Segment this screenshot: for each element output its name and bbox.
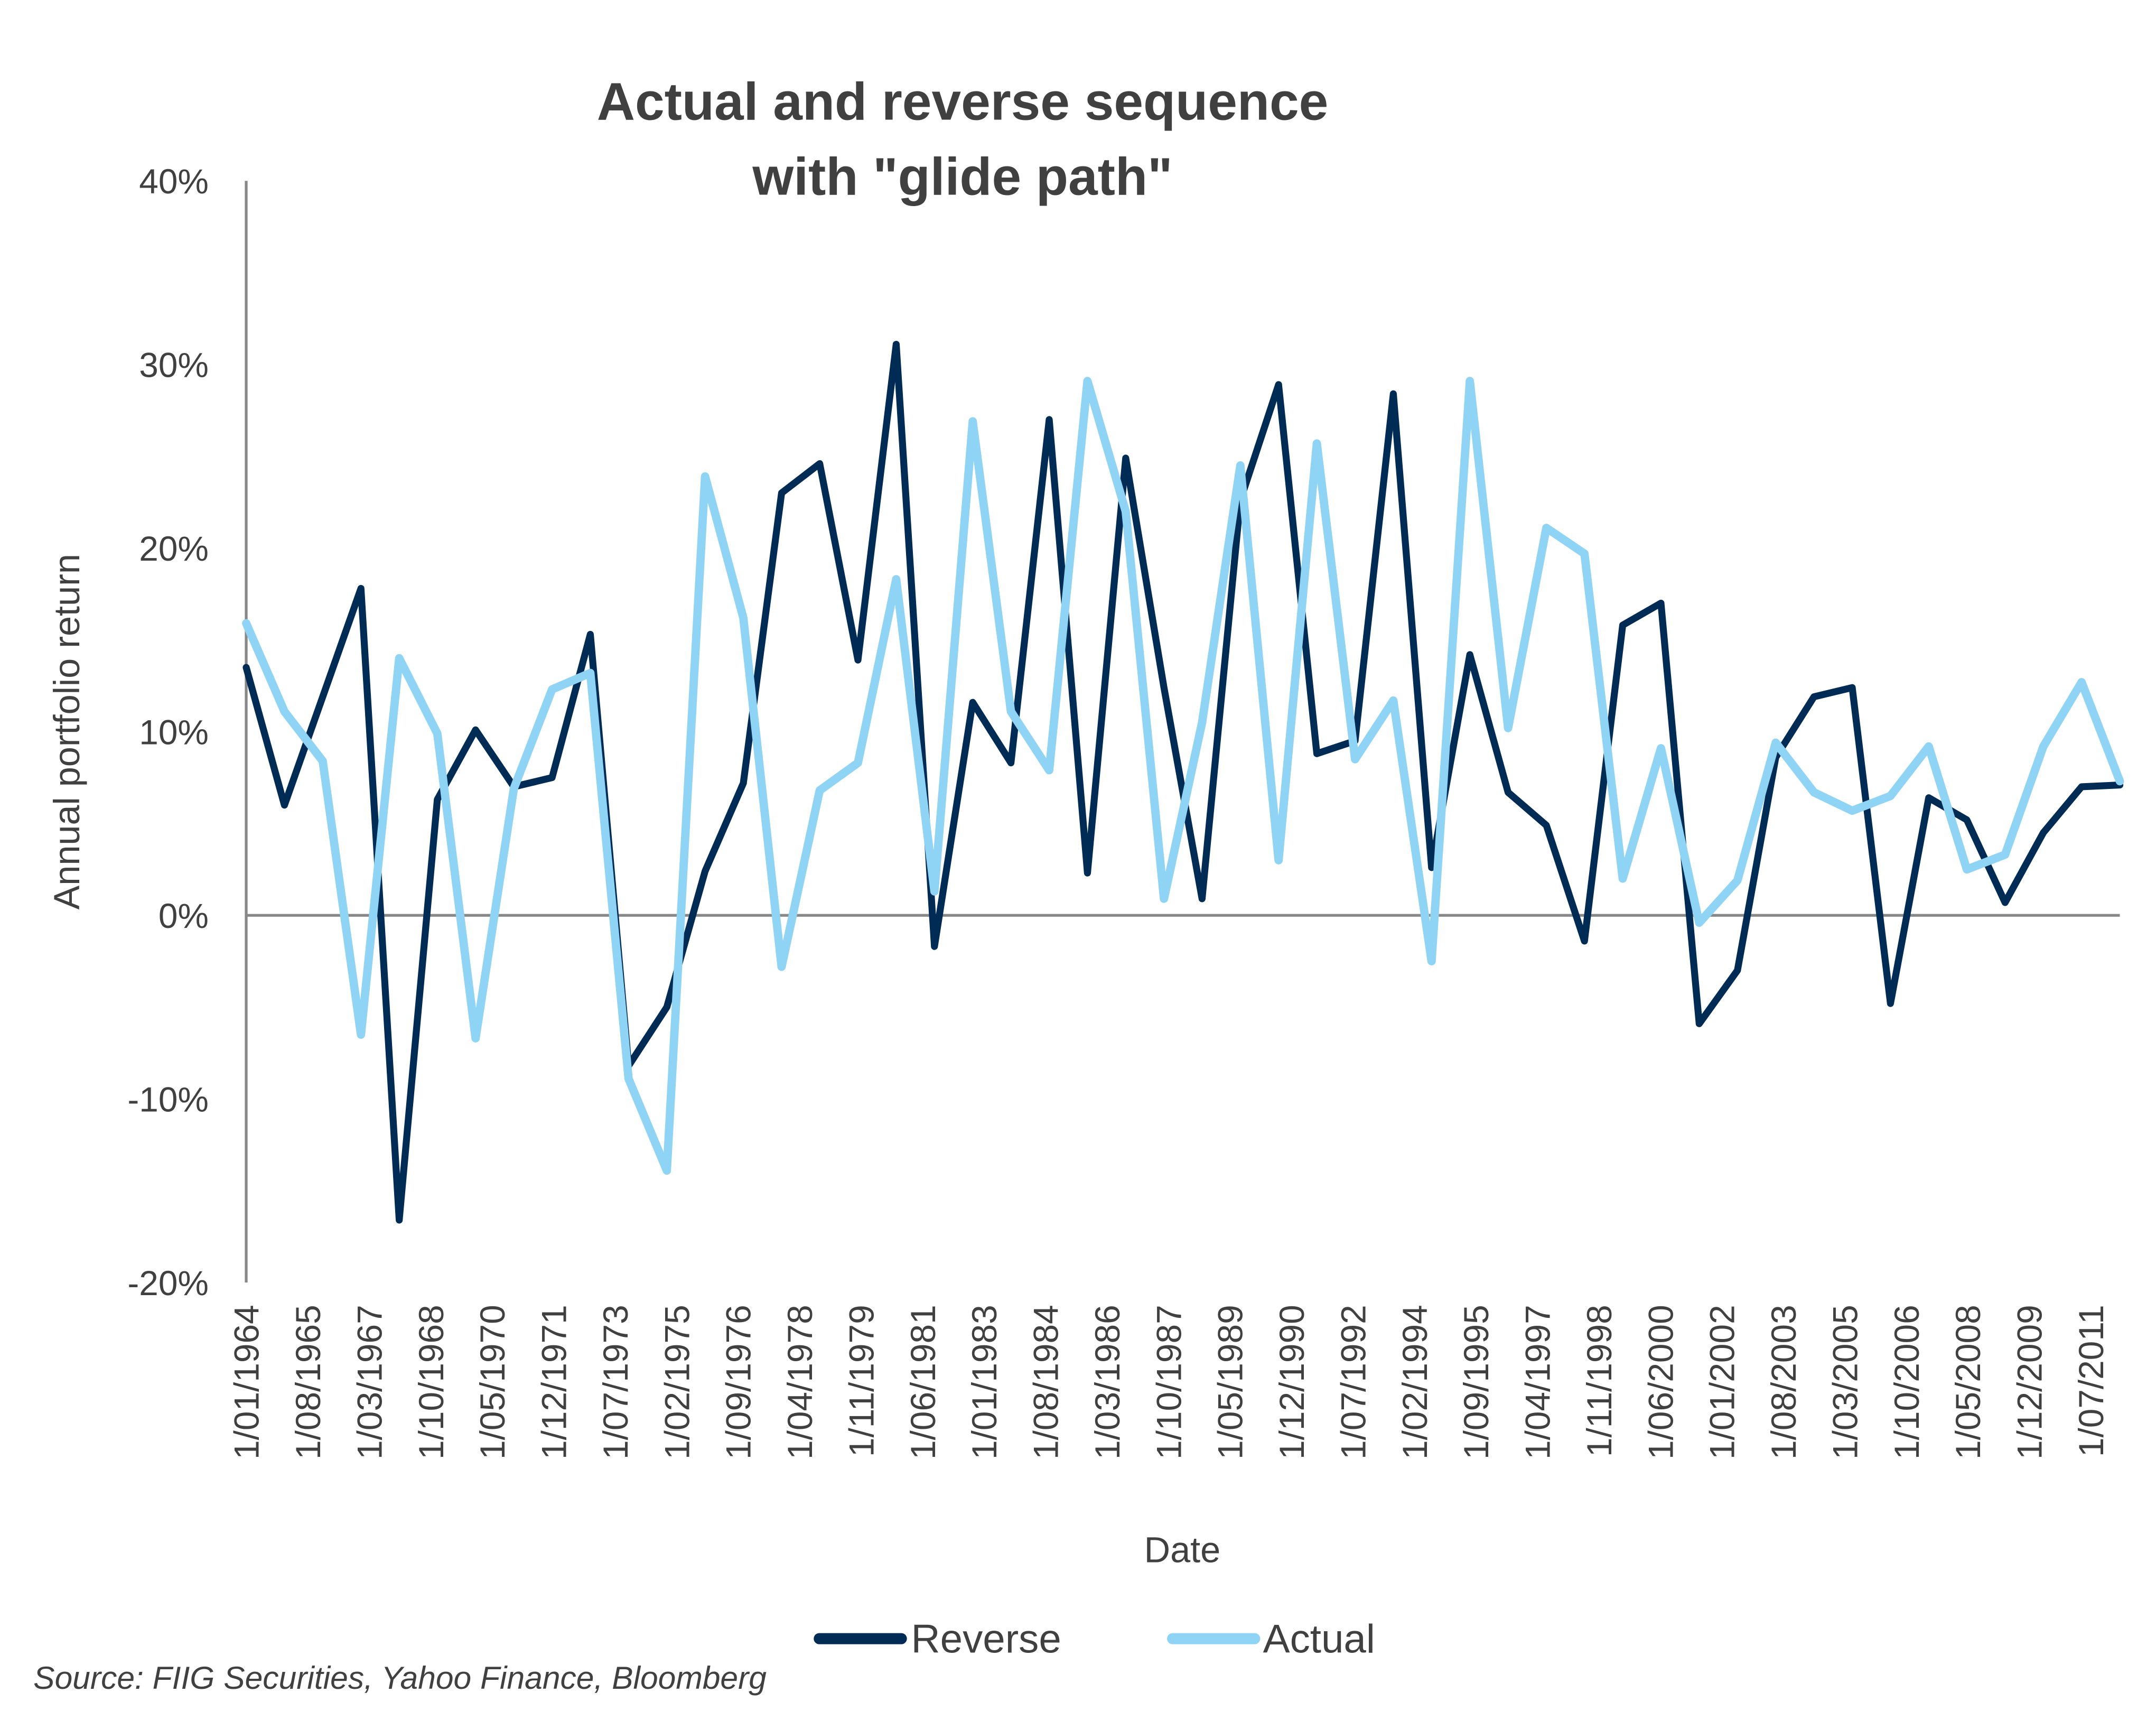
- x-tick-label: 1/09/1976: [719, 1305, 758, 1459]
- x-tick-label: 1/04/1978: [780, 1305, 819, 1459]
- y-tick-label: 30%: [139, 345, 209, 384]
- x-tick-label: 1/12/1990: [1272, 1305, 1311, 1459]
- x-tick-label: 1/05/1989: [1211, 1305, 1250, 1459]
- x-tick-label: 1/07/1973: [596, 1305, 635, 1459]
- y-tick-label: 10%: [139, 712, 209, 751]
- x-tick-label: 1/10/1968: [412, 1305, 451, 1459]
- x-tick-label: 1/12/2009: [2010, 1305, 2049, 1459]
- x-tick-label: 1/01/2002: [1703, 1305, 1742, 1459]
- x-tick-label: 1/11/1998: [1580, 1305, 1619, 1457]
- y-axis-title: Annual portfolio return: [46, 554, 87, 909]
- x-tick-label: 1/02/1994: [1395, 1305, 1434, 1459]
- chart-title-line-1: Actual and reverse sequence: [597, 72, 1329, 131]
- x-tick-label: 1/01/1964: [227, 1305, 266, 1459]
- legend-label-reverse: Reverse: [911, 1616, 1061, 1661]
- series-layer: [242, 340, 2124, 1224]
- x-tick-label: 1/08/1965: [288, 1305, 328, 1459]
- x-tick-label: 1/03/2005: [1825, 1305, 1864, 1459]
- x-tick-label: 1/04/1997: [1518, 1305, 1557, 1459]
- x-tick-label: 1/03/1967: [350, 1305, 389, 1459]
- legend-label-actual: Actual: [1263, 1616, 1375, 1661]
- y-tick-label: -20%: [127, 1263, 209, 1303]
- x-tick-label: 1/08/2003: [1764, 1305, 1803, 1459]
- x-axis-title: Date: [1144, 1529, 1221, 1570]
- y-tick-label: 0%: [158, 896, 209, 935]
- chart-title-line-2: with "glide path": [752, 147, 1172, 207]
- x-tick-label: 1/05/1970: [473, 1305, 512, 1459]
- x-tick-label: 1/09/1995: [1457, 1305, 1496, 1459]
- y-axis-ticks: 40% 30% 20% 10% 0% -10% -20%: [127, 162, 209, 1303]
- x-tick-label: 1/12/1971: [535, 1305, 574, 1459]
- x-tick-label: 1/10/2006: [1887, 1305, 1926, 1459]
- x-tick-label: 1/07/1992: [1333, 1305, 1373, 1459]
- x-tick-label: 1/10/1987: [1149, 1305, 1188, 1459]
- x-tick-label: 1/11/1979: [842, 1305, 881, 1457]
- series-line-actual: [242, 377, 2124, 1175]
- source-note: Source: FIIG Securities, Yahoo Finance, …: [33, 1660, 767, 1696]
- y-tick-label: 40%: [139, 162, 209, 201]
- legend: Reverse Actual: [814, 1616, 1375, 1661]
- series-line-reverse: [242, 340, 2124, 1224]
- y-tick-label: -10%: [127, 1080, 209, 1119]
- x-tick-label: 1/08/1984: [1026, 1305, 1066, 1459]
- x-tick-label: 1/03/1986: [1088, 1305, 1127, 1459]
- x-tick-label: 1/01/1983: [965, 1305, 1004, 1459]
- x-tick-label: 1/05/2008: [1948, 1305, 1987, 1459]
- x-tick-label: 1/07/2011: [2071, 1305, 2111, 1457]
- x-tick-label: 1/06/1981: [903, 1305, 942, 1459]
- y-tick-label: 20%: [139, 529, 209, 568]
- x-tick-label: 1/06/2000: [1641, 1305, 1680, 1459]
- x-tick-label: 1/02/1975: [657, 1305, 696, 1459]
- x-axis-ticks: 1/01/1964 1/08/1965 1/03/1967 1/10/1968 1/05…: [227, 1305, 2111, 1459]
